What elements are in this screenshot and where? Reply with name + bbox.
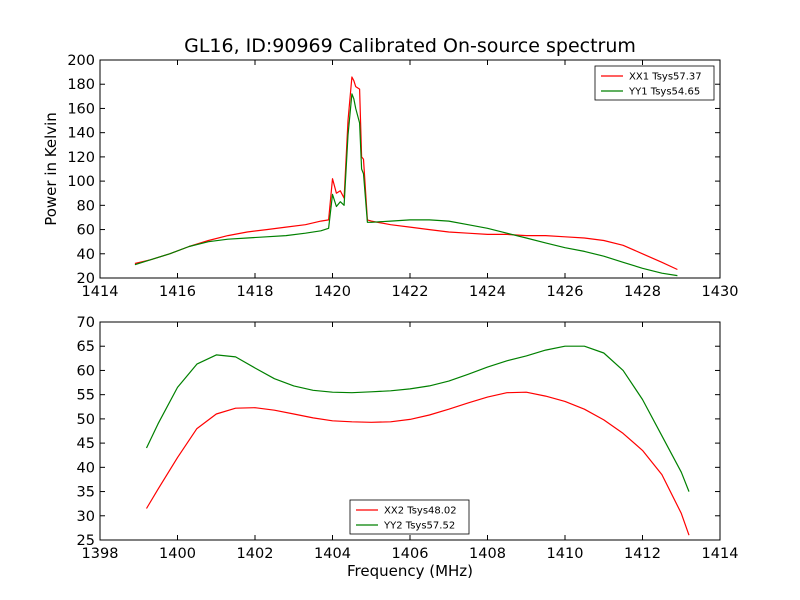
top-xtick-label: 1422 xyxy=(392,284,429,300)
bottom-ytick-label: 35 xyxy=(77,485,95,501)
top-ytick-label: 40 xyxy=(77,247,95,263)
bottom-xtick-label: 1410 xyxy=(547,546,584,562)
bottom-xtick-label: 1400 xyxy=(159,546,196,562)
bottom-legend-label-1: XX2 Tsys48.02 xyxy=(384,506,457,517)
top-legend-label-2: YY1 Tsys54.65 xyxy=(628,87,700,98)
bottom-ytick-label: 55 xyxy=(77,388,95,404)
bottom-xtick-label: 1414 xyxy=(702,546,739,562)
top-xtick-label: 1428 xyxy=(624,284,661,300)
top-xtick-label: 1420 xyxy=(314,284,351,300)
top-ytick-label: 80 xyxy=(77,198,95,214)
top-ytick-label: 160 xyxy=(67,101,95,117)
top-series-line-2 xyxy=(134,93,678,277)
bottom-chart-panel: 1398 1400 1402 1404 1406 1408 1410 1412 1414 25 30… xyxy=(77,315,739,562)
top-ytick-label: 120 xyxy=(67,150,95,166)
bottom-ytick-label: 45 xyxy=(77,436,95,452)
top-xtick-label: 1430 xyxy=(702,284,739,300)
top-ytick-label: 60 xyxy=(77,223,95,239)
top-series-line-1 xyxy=(134,76,678,271)
top-legend-box xyxy=(594,65,715,101)
top-legend-label-1: XX1 Tsys57.37 xyxy=(629,72,702,83)
bottom-ytick-label: 70 xyxy=(77,315,95,331)
bottom-legend-box xyxy=(349,499,470,535)
top-xtick-label: 1414 xyxy=(82,284,119,300)
bottom-xtick-label: 1408 xyxy=(469,546,506,562)
bottom-series-line-2 xyxy=(145,345,690,492)
bottom-xtick-label: 1406 xyxy=(392,546,429,562)
top-xtick-label: 1416 xyxy=(159,284,196,300)
top-xtick-label: 1418 xyxy=(237,284,274,300)
bottom-legend-label-2: YY2 Tsys57.52 xyxy=(383,521,455,532)
bottom-xtick-label: 1398 xyxy=(82,546,119,562)
top-ytick-label: 20 xyxy=(77,271,95,287)
bottom-ytick-label: 60 xyxy=(77,363,95,379)
top-xtick-label: 1424 xyxy=(469,284,506,300)
bottom-series-line-1 xyxy=(145,391,690,536)
top-ytick-label: 140 xyxy=(67,126,95,142)
bottom-xtick-label: 1402 xyxy=(237,546,274,562)
top-xtick-label: 1426 xyxy=(547,284,584,300)
top-chart-ylabel: Power in Kelvin xyxy=(42,112,60,226)
top-ytick-label: 100 xyxy=(67,174,95,190)
bottom-ytick-label: 30 xyxy=(77,509,95,525)
top-ytick-label: 200 xyxy=(67,53,95,69)
top-chart-panel: 1414 1416 1418 1420 1422 1424 1426 1428 1430 20 40… xyxy=(67,53,738,300)
bottom-ytick-label: 25 xyxy=(77,533,95,549)
bottom-ytick-label: 40 xyxy=(77,460,95,476)
bottom-chart-xlabel: Frequency (MHz) xyxy=(347,562,473,580)
bottom-ytick-label: 65 xyxy=(77,339,95,355)
bottom-xtick-label: 1412 xyxy=(624,546,661,562)
bottom-xtick-label: 1404 xyxy=(314,546,351,562)
top-chart-title: GL16, ID:90969 Calibrated On-source spec… xyxy=(184,35,636,57)
top-ytick-label: 180 xyxy=(67,77,95,93)
bottom-ytick-label: 50 xyxy=(77,412,95,428)
